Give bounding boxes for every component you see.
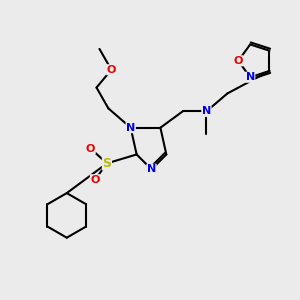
Text: O: O	[90, 175, 100, 185]
Text: N: N	[147, 164, 156, 174]
Text: O: O	[107, 65, 116, 75]
Text: O: O	[234, 56, 243, 66]
Text: S: S	[102, 157, 111, 170]
Text: N: N	[246, 72, 255, 82]
Text: N: N	[202, 106, 211, 116]
Text: O: O	[86, 143, 95, 154]
Text: N: N	[126, 123, 135, 133]
